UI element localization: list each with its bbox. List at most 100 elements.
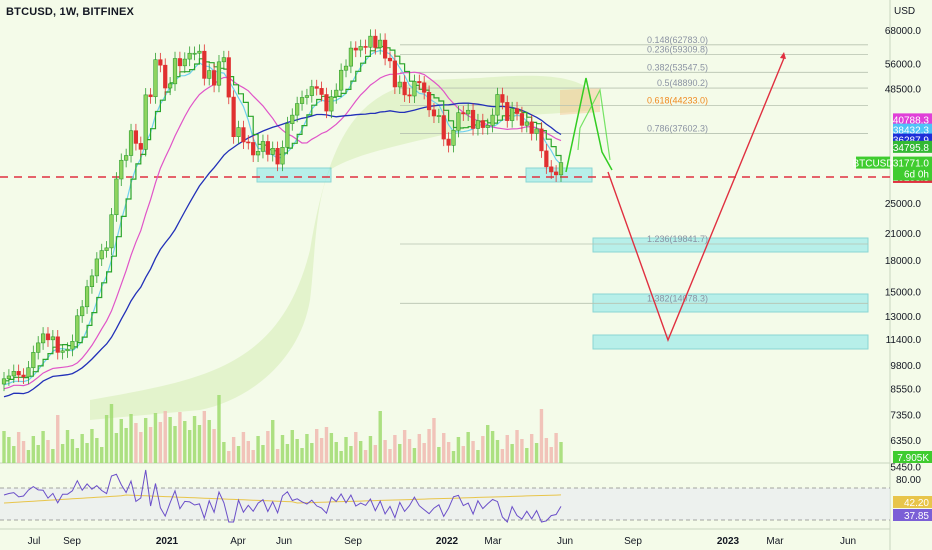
candle-body (280, 147, 285, 165)
candle-body (324, 94, 329, 112)
volume-bar (153, 413, 158, 463)
candle-body (216, 61, 222, 86)
volume-bar (36, 445, 40, 463)
volume-bar (56, 415, 60, 463)
candle-body (383, 39, 388, 59)
volume-bar (207, 420, 211, 463)
volume-bar (407, 439, 412, 463)
candle-body (295, 103, 300, 116)
candle-body (246, 141, 251, 144)
volume-bar (373, 445, 378, 463)
candle-body (446, 138, 451, 146)
candle-body (426, 92, 432, 111)
volume-bar (46, 440, 50, 463)
volume-bar (354, 432, 358, 463)
volume-bar (256, 436, 260, 463)
candle-body (373, 35, 378, 48)
rsi-tick: 80.00 (896, 475, 921, 486)
fib-label: 1.236(19841.7) (647, 234, 708, 244)
candle-body (104, 247, 109, 251)
volume-bar (212, 429, 216, 463)
time-tick: 2022 (436, 536, 459, 547)
candle-body (211, 70, 217, 86)
volume-bar (383, 440, 387, 463)
volume-bar (344, 437, 348, 463)
fib-label: 0.236(59309.8) (647, 45, 708, 55)
price-tick: 68000.0 (885, 26, 922, 37)
candle-body (431, 109, 437, 117)
volume-bar (544, 438, 549, 463)
volume-bar (246, 441, 250, 463)
projection-up-alt (577, 88, 611, 161)
candle-body (231, 96, 236, 138)
candle-body (260, 141, 266, 152)
candle-body (470, 109, 476, 129)
volume-bar (119, 419, 123, 463)
candle-body (314, 86, 319, 89)
volume-bar (393, 435, 397, 463)
price-tick: 48500.0 (885, 84, 922, 95)
candle-body (480, 120, 485, 128)
candle-body (339, 69, 344, 91)
candle-body (392, 60, 397, 88)
volume-bar (202, 411, 207, 463)
candle-body (329, 96, 334, 112)
candle-body (422, 82, 427, 93)
ma-slow-line (3, 102, 562, 398)
candle-body (529, 121, 534, 134)
candle-body (353, 47, 358, 51)
volume-bar (402, 430, 407, 463)
rsi-value-badge (893, 509, 932, 521)
candle-body (36, 342, 41, 353)
volume-bar (422, 443, 426, 463)
volume-bar (505, 435, 509, 463)
volume-bar (427, 429, 431, 463)
candle-body (402, 81, 407, 96)
candle-body (270, 148, 275, 155)
candle-body (138, 143, 143, 150)
price-tick: 11400.0 (886, 335, 922, 346)
volume-bar (529, 434, 534, 463)
volume-bar (295, 439, 299, 463)
volume-bar (290, 430, 294, 463)
volume-bar (80, 434, 84, 463)
volume-badge (893, 451, 932, 463)
price-tick: 9800.0 (890, 361, 921, 372)
volume-bar (241, 432, 246, 463)
candle-body (114, 178, 119, 216)
candle-body (124, 155, 129, 161)
time-tick: Mar (766, 536, 784, 547)
volume-bar (70, 439, 75, 463)
volume-bar (446, 442, 451, 463)
candle-body (6, 375, 11, 380)
candle-body (40, 333, 46, 344)
candle-body (128, 130, 134, 156)
volume-bar (51, 449, 55, 463)
price-badge-label: 40788.3 (893, 115, 930, 126)
volume-bar (559, 442, 563, 463)
candle-body (387, 57, 393, 62)
projection-down-path (607, 57, 785, 342)
volume-bar (134, 423, 138, 463)
volume-bar (217, 395, 221, 463)
volume-bar (124, 428, 128, 463)
volume-bar (534, 443, 539, 463)
candle-body (495, 94, 500, 116)
volume-bar (520, 439, 524, 463)
candle-body (1, 378, 7, 385)
volume-bar (222, 442, 226, 463)
volume-bar (163, 411, 167, 463)
rsi-line (3, 469, 562, 523)
candle-body (285, 123, 290, 148)
volume-bar (549, 447, 553, 463)
candle-body (143, 94, 148, 150)
fib-label: 0.148(62783.0) (647, 35, 708, 45)
projection-up-path (565, 77, 613, 173)
candle-body (187, 52, 192, 60)
volume-bar (158, 422, 163, 463)
candle-body (45, 333, 51, 341)
volume-bar (236, 446, 241, 463)
price-tick: 56000.0 (885, 60, 922, 71)
candle-body (133, 130, 139, 144)
